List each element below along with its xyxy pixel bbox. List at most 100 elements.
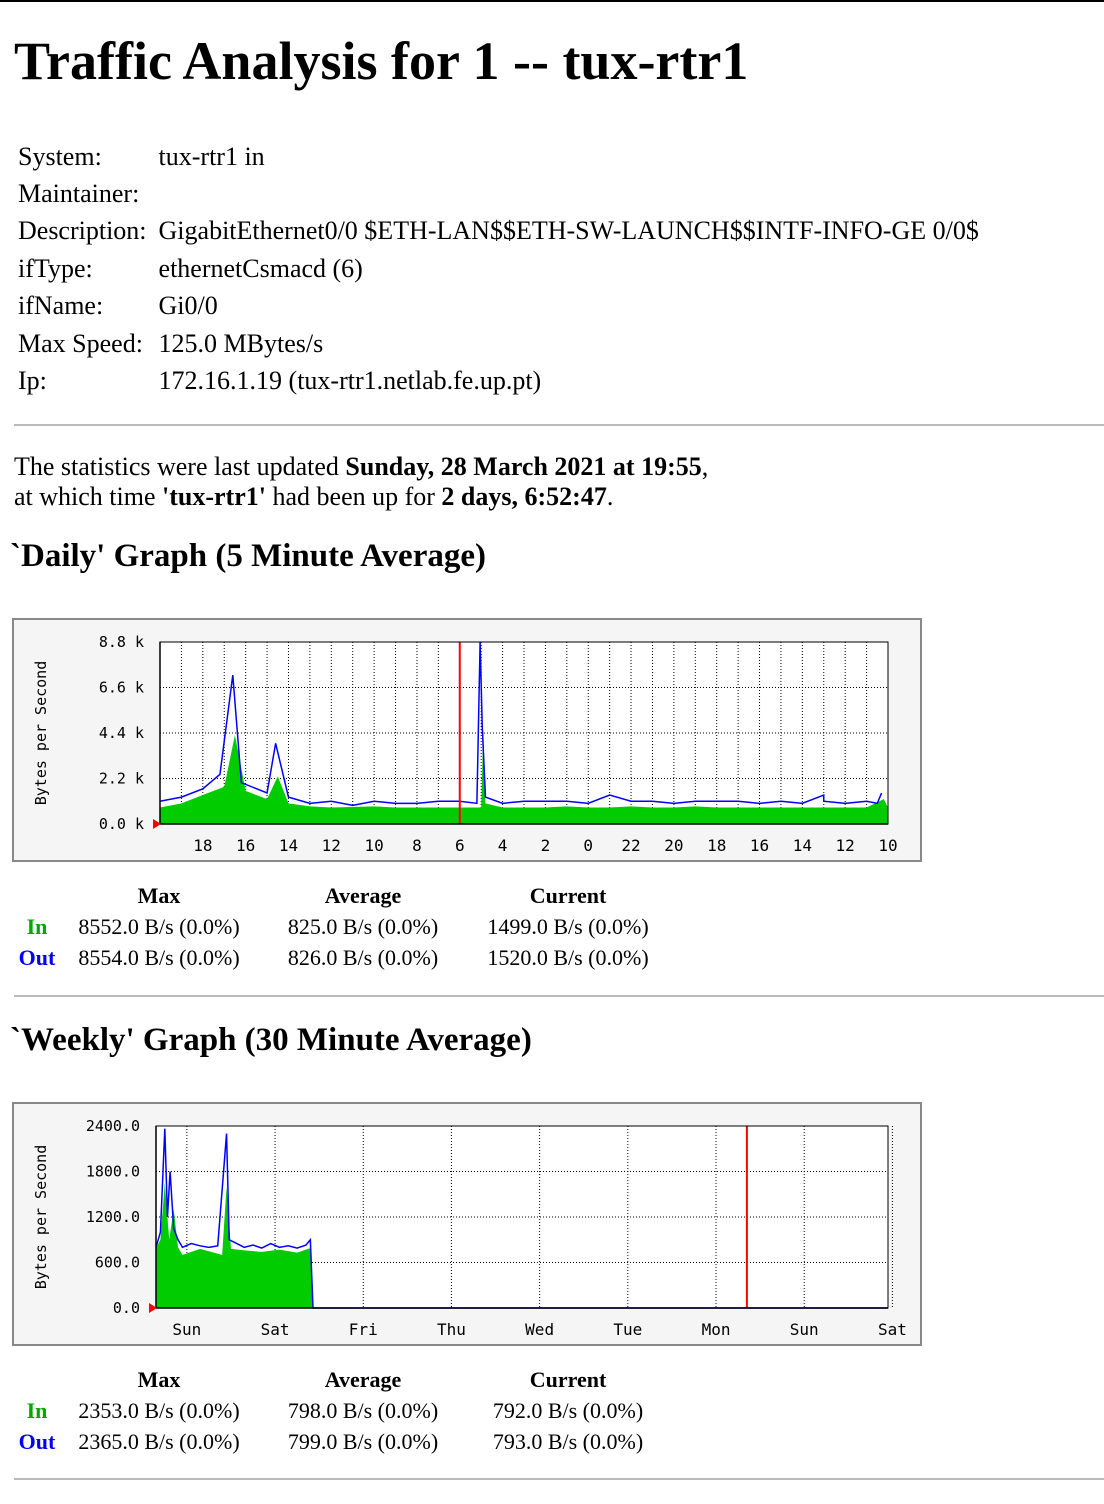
- x-tick-label: 16: [750, 836, 769, 855]
- in-max: 8552.0 B/s (0.0%): [78, 913, 240, 939]
- divider: [14, 995, 1104, 997]
- col-max: Max: [137, 882, 181, 908]
- out-max: 8554.0 B/s (0.0%): [78, 944, 240, 970]
- weekly-summary-table: Max Average Current In 2353.0 B/s (0.0%) 798…: [14, 1364, 668, 1457]
- stats-text: had been up for: [265, 482, 442, 511]
- weekly-traffic-graph: Bytes per Second 0.0 600.0 1200.0 1800.0 2400…: [12, 1102, 922, 1346]
- y-tick-label: 0.0: [113, 1299, 140, 1317]
- page-title: Traffic Analysis for 1 -- tux-rtr1: [14, 31, 749, 91]
- label-in: In: [26, 913, 48, 939]
- out-current: 1520.0 B/s (0.0%): [487, 944, 649, 970]
- y-tick-label: 0.0 k: [99, 815, 144, 833]
- series-out-line: [155, 1128, 888, 1309]
- col-average: Average: [324, 882, 402, 908]
- y-tick-label: 600.0: [95, 1254, 140, 1272]
- in-max: 2353.0 B/s (0.0%): [78, 1397, 240, 1423]
- row-out: Out 2365.0 B/s (0.0%) 799.0 B/s (0.0%) 793.…: [14, 1426, 668, 1457]
- info-key: ifType:: [18, 253, 93, 283]
- label-out: Out: [18, 1428, 56, 1454]
- info-value: Gi0/0: [158, 291, 218, 321]
- y-axis-label: Bytes per Second: [32, 1145, 50, 1290]
- x-tick-label: 8: [412, 836, 422, 855]
- daily-graph-heading: `Daily' Graph (5 Minute Average): [10, 538, 486, 574]
- col-current: Current: [529, 1366, 607, 1392]
- x-tick-label: Fri: [349, 1320, 378, 1339]
- y-tick-label: 1200.0: [86, 1208, 140, 1226]
- y-tick-label: 6.6 k: [99, 679, 144, 697]
- info-row-description: Description: GigabitEthernet0/0 $ETH-LAN$…: [14, 213, 983, 250]
- out-average: 826.0 B/s (0.0%): [287, 944, 439, 970]
- y-tick-label: 4.4 k: [99, 724, 144, 742]
- x-tick-label: Wed: [525, 1320, 554, 1339]
- x-tick-label: 2: [541, 836, 551, 855]
- y-axis-label: Bytes per Second: [32, 661, 50, 806]
- daily-traffic-graph: Bytes per Second 0.0 k 2.2 k 4.4 k 6.6 k 8.8 …: [12, 618, 922, 862]
- row-in: In 2353.0 B/s (0.0%) 798.0 B/s (0.0%) 792.0…: [14, 1395, 668, 1426]
- x-tick-label: 20: [664, 836, 683, 855]
- info-key: ifName:: [18, 291, 104, 321]
- col-max: Max: [137, 1366, 181, 1392]
- in-average: 798.0 B/s (0.0%): [287, 1397, 439, 1423]
- origin-arrow: [153, 819, 161, 829]
- x-tick-label: 4: [498, 836, 508, 855]
- info-key: Max Speed:: [18, 328, 143, 358]
- x-tick-label: 12: [836, 836, 855, 855]
- daily-summary-table: Max Average Current In 8552.0 B/s (0.0%) 825…: [14, 880, 668, 973]
- x-tick-label: 12: [322, 836, 341, 855]
- col-current: Current: [529, 882, 607, 908]
- info-value: 125.0 MBytes/s: [158, 328, 324, 358]
- weekly-graph-heading: `Weekly' Graph (30 Minute Average): [10, 1022, 532, 1058]
- plot-border: [155, 1125, 889, 1309]
- info-value: tux-rtr1 in: [158, 141, 265, 171]
- x-tick-label: 14: [793, 836, 812, 855]
- y-tick-label: 2400.0: [86, 1117, 140, 1135]
- stats-text: at which time: [14, 482, 163, 511]
- info-value: ethernetCsmacd (6): [158, 253, 363, 283]
- plot-border: [159, 641, 889, 825]
- stats-text: ,: [701, 452, 709, 481]
- info-row-iftype: ifType: ethernetCsmacd (6): [14, 250, 983, 287]
- in-average: 825.0 B/s (0.0%): [287, 913, 439, 939]
- in-current: 792.0 B/s (0.0%): [492, 1397, 644, 1423]
- info-value: [155, 175, 983, 212]
- stats-text: The statistics were last updated: [14, 452, 346, 481]
- series-out-line: [159, 641, 883, 807]
- x-tick-label: Sun: [790, 1320, 819, 1339]
- x-tick-label: 16: [236, 836, 255, 855]
- series-in-area: [156, 1182, 888, 1308]
- info-value: GigabitEthernet0/0 $ETH-LAN$$ETH-SW-LAUN…: [158, 216, 979, 246]
- y-tick-label: 1800.0: [86, 1163, 140, 1181]
- in-current: 1499.0 B/s (0.0%): [487, 913, 649, 939]
- x-tick-label: Thu: [437, 1320, 466, 1339]
- label-in: In: [26, 1397, 48, 1423]
- x-tick-label: 22: [621, 836, 640, 855]
- x-tick-label: Sat: [878, 1320, 907, 1339]
- x-tick-label: Tue: [613, 1320, 642, 1339]
- top-border: [0, 0, 1104, 2]
- out-current: 793.0 B/s (0.0%): [492, 1428, 644, 1454]
- origin-arrow: [149, 1303, 157, 1313]
- x-tick-label: 6: [455, 836, 465, 855]
- x-tick-label: Sat: [261, 1320, 290, 1339]
- divider: [14, 1478, 1104, 1480]
- out-max: 2365.0 B/s (0.0%): [78, 1428, 240, 1454]
- info-key: Description:: [18, 216, 147, 246]
- info-value: 172.16.1.19 (tux-rtr1.netlab.fe.up.pt): [158, 366, 542, 396]
- divider: [14, 424, 1104, 426]
- info-row-maintainer: Maintainer:: [14, 175, 983, 212]
- label-out: Out: [18, 944, 56, 970]
- row-in: In 8552.0 B/s (0.0%) 825.0 B/s (0.0%) 1499.…: [14, 911, 668, 942]
- col-average: Average: [324, 1366, 402, 1392]
- y-tick-label: 8.8 k: [99, 633, 144, 651]
- out-average: 799.0 B/s (0.0%): [287, 1428, 439, 1454]
- x-tick-label: Sun: [172, 1320, 201, 1339]
- x-tick-label: 0: [583, 836, 593, 855]
- info-key: Maintainer:: [18, 179, 140, 209]
- x-tick-label: 18: [193, 836, 212, 855]
- info-row-ip: Ip: 172.16.1.19 (tux-rtr1.netlab.fe.up.pt…: [14, 362, 983, 399]
- info-row-system: System: tux-rtr1 in: [14, 138, 983, 175]
- info-key: System:: [18, 141, 102, 171]
- stats-text: .: [606, 482, 614, 511]
- info-key: Ip:: [18, 366, 47, 396]
- uptime: 2 days, 6:52:47: [441, 482, 607, 511]
